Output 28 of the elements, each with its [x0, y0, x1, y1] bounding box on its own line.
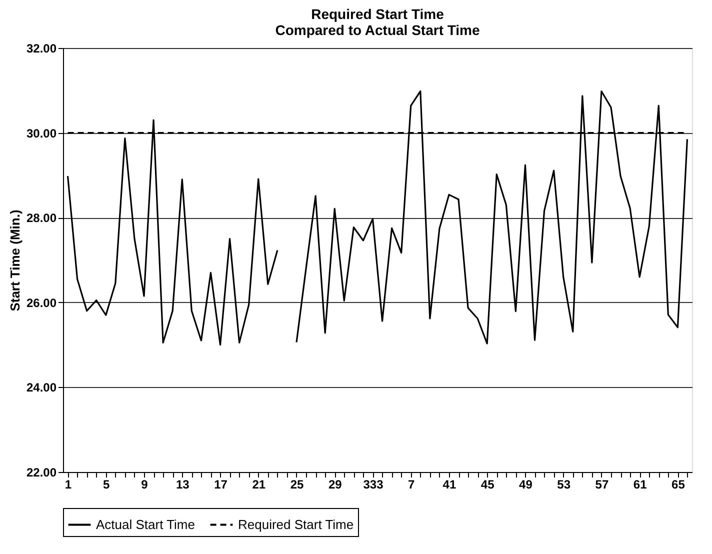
x-tick-label: 17: [214, 478, 228, 492]
x-tick-label: 5: [103, 478, 110, 492]
x-tick-label: 21: [252, 478, 266, 492]
x-tick-label: 53: [557, 478, 571, 492]
y-tick-label: 28.00: [26, 211, 57, 226]
text: Required Start Time: [311, 6, 444, 22]
legend-label: Actual Start Time: [96, 516, 195, 532]
x-tick-label: 7: [408, 478, 416, 492]
x-tick-label: 29: [328, 478, 342, 492]
x-tick-label: 25: [290, 478, 304, 492]
y-tick-label: 32.00: [26, 42, 57, 56]
x-tick-label: 65: [672, 478, 686, 492]
x-tick-label: 1: [64, 478, 72, 492]
x-tick-label: 41: [442, 478, 456, 492]
x-tick-label: 49: [519, 478, 533, 492]
y-axis-title: Start Time (Min.): [7, 210, 22, 312]
y-tick-label: 26.00: [26, 296, 57, 310]
text: Compared to Actual Start Time: [275, 22, 480, 38]
legend-label: Required Start Time: [238, 516, 354, 532]
y-tick-label: 22.00: [26, 466, 57, 480]
x-tick-label: 61: [633, 478, 648, 492]
y-tick-label: 30.00: [26, 126, 57, 140]
x-tick-label: 57: [595, 478, 609, 492]
x-tick-label: 13: [176, 478, 190, 492]
x-tick-label: 333: [363, 478, 384, 492]
x-tick-label: 45: [480, 478, 495, 492]
y-tick-label: 24.00: [26, 380, 57, 395]
x-tick-label: 9: [141, 478, 148, 492]
